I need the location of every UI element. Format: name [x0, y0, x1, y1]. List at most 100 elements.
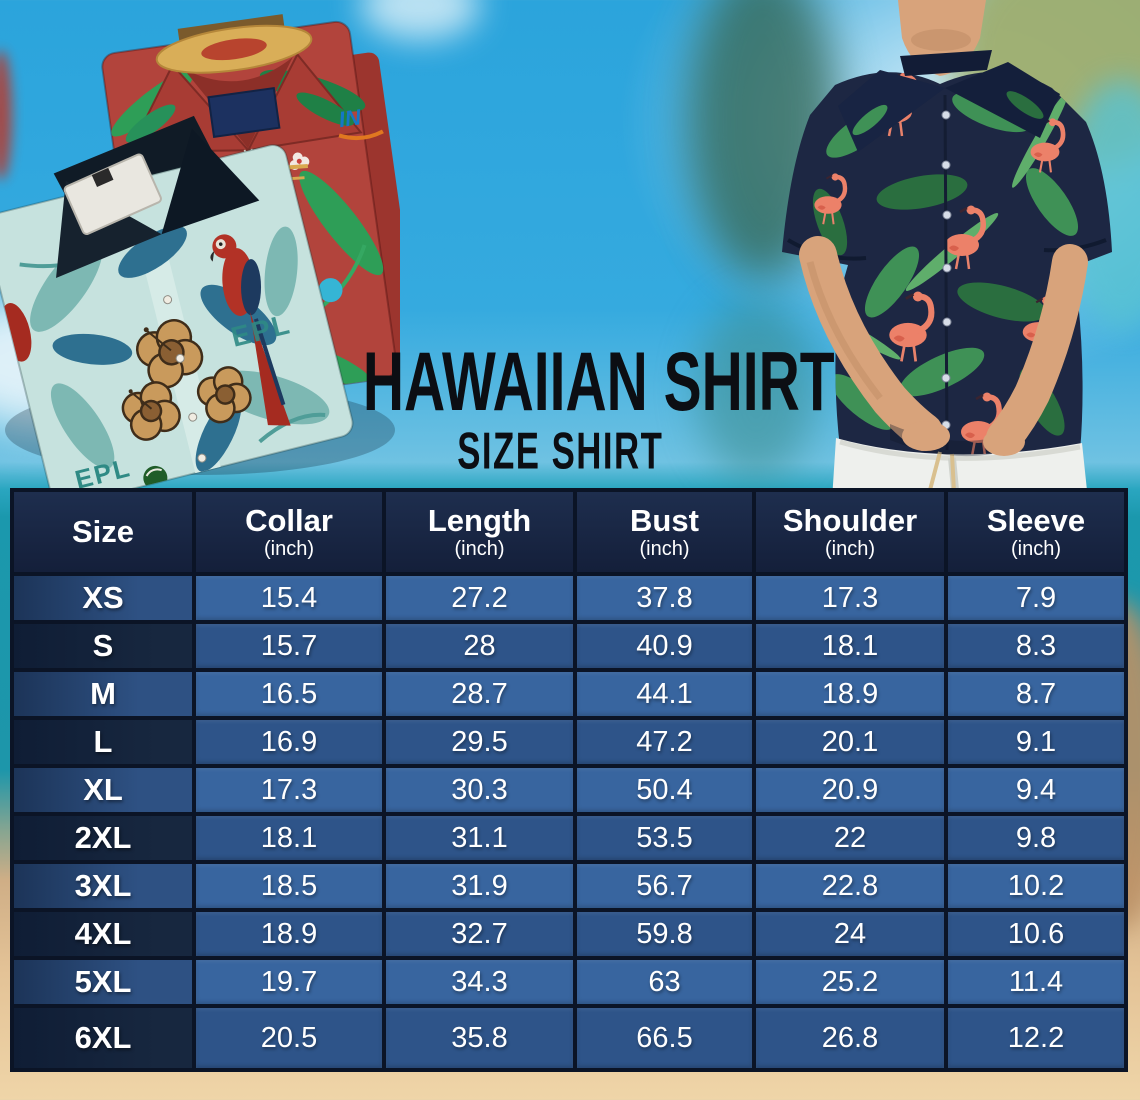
- sleeve-logo-swoosh: [338, 129, 384, 141]
- teal-hawaiian-shirt: EPL EPL: [0, 115, 354, 490]
- measurement-cell: 17.3: [192, 764, 386, 816]
- header-unit-label: (inch): [824, 538, 875, 561]
- header-unit-label: (inch): [263, 538, 314, 561]
- size-label-cell: 5XL: [10, 956, 196, 1008]
- header-unit-label: (inch): [454, 538, 505, 561]
- size-label-cell: 6XL: [10, 1004, 196, 1072]
- table-row: 4XL 18.9 32.7 59.8 24 10.6: [10, 908, 1128, 960]
- table-body: XS 15.4 27.2 37.8 17.3 7.9 S 15.7 28 40.9 18.1 8.3 M…: [10, 572, 1128, 1072]
- table-row: S 15.7 28 40.9 18.1 8.3: [10, 620, 1128, 672]
- table-row: 5XL 19.7 34.3 63 25.2 11.4: [10, 956, 1128, 1008]
- table-row: 2XL 18.1 31.1 53.5 22 9.8: [10, 812, 1128, 864]
- measurement-cell: 31.9: [382, 860, 577, 912]
- size-label-cell: 2XL: [10, 812, 196, 864]
- header-row: Size Collar (inch) Length (inch) Bust (inch) Sh…: [10, 488, 1128, 576]
- measurement-cell: 12.2: [944, 1004, 1128, 1072]
- measurement-cell: 19.7: [192, 956, 386, 1008]
- measurement-cell: 9.1: [944, 716, 1128, 768]
- measurement-cell: 18.1: [192, 812, 386, 864]
- table-row: 6XL 20.5 35.8 66.5 26.8 12.2: [10, 1004, 1128, 1072]
- column-header-bust: Bust (inch): [573, 488, 756, 576]
- shirt-collar-right: [945, 62, 1060, 138]
- size-table: Size Collar (inch) Length (inch) Bust (inch) Sh…: [10, 488, 1128, 1072]
- size-label-cell: M: [10, 668, 196, 720]
- measurement-cell: 9.4: [944, 764, 1128, 816]
- measurement-cell: 15.7: [192, 620, 386, 672]
- measurement-cell: 66.5: [573, 1004, 756, 1072]
- size-label-cell: 3XL: [10, 860, 196, 912]
- header-label: Bust: [630, 502, 699, 538]
- teal-shirt-tropical-print: EPL EPL: [0, 225, 330, 490]
- header-unit-label: (inch): [639, 538, 690, 561]
- measurement-cell: 59.8: [573, 908, 756, 960]
- measurement-cell: 8.3: [944, 620, 1128, 672]
- measurement-cell: 18.9: [752, 668, 948, 720]
- neck-label: [207, 86, 281, 139]
- measurement-cell: 25.2: [752, 956, 948, 1008]
- measurement-cell: 18.9: [192, 908, 386, 960]
- table-row: 3XL 18.5 31.9 56.7 22.8 10.2: [10, 860, 1128, 912]
- man-right-arm: [986, 244, 1088, 456]
- header-label: Shoulder: [782, 502, 918, 538]
- parrot: [210, 234, 291, 426]
- measurement-cell: 29.5: [382, 716, 577, 768]
- column-header-size: Size: [10, 488, 196, 576]
- measurement-cell: 15.4: [192, 572, 386, 624]
- measurement-cell: 35.8: [382, 1004, 577, 1072]
- measurement-cell: 32.7: [382, 908, 577, 960]
- table-row: XL 17.3 30.3 50.4 20.9 9.4: [10, 764, 1128, 816]
- measurement-cell: 24: [752, 908, 948, 960]
- measurement-cell: 31.1: [382, 812, 577, 864]
- measurement-cell: 10.2: [944, 860, 1128, 912]
- red-fabric-edge: [0, 50, 12, 180]
- measurement-cell: 22.8: [752, 860, 948, 912]
- column-header-sleeve: Sleeve (inch): [944, 488, 1128, 576]
- header-unit-label: (inch): [1010, 538, 1061, 561]
- measurement-cell: 20.1: [752, 716, 948, 768]
- measurement-cell: 28.7: [382, 668, 577, 720]
- measurement-cell: 18.5: [192, 860, 386, 912]
- measurement-cell: 37.8: [573, 572, 756, 624]
- column-header-length: Length (inch): [382, 488, 577, 576]
- measurement-cell: 22: [752, 812, 948, 864]
- measurement-cell: 16.9: [192, 716, 386, 768]
- man-left-arm: [799, 236, 943, 451]
- sleeve-logo-text: IN: [337, 104, 363, 132]
- measurement-cell: 40.9: [573, 620, 756, 672]
- measurement-cell: 47.2: [573, 716, 756, 768]
- measurement-cell: 20.9: [752, 764, 948, 816]
- measurement-cell: 17.3: [752, 572, 948, 624]
- measurement-cell: 8.7: [944, 668, 1128, 720]
- man-right-hand: [983, 428, 1025, 456]
- white-neck-label: [63, 153, 162, 236]
- measurement-cell: 11.4: [944, 956, 1128, 1008]
- column-header-shoulder: Shoulder (inch): [752, 488, 948, 576]
- measurement-cell: 20.5: [192, 1004, 386, 1072]
- header-label: Sleeve: [986, 502, 1086, 538]
- measurement-cell: 63: [573, 956, 756, 1008]
- size-label-cell: XS: [10, 572, 196, 624]
- size-label-cell: XL: [10, 764, 196, 816]
- table-row: L 16.9 29.5 47.2 20.1 9.1: [10, 716, 1128, 768]
- measurement-cell: 28: [382, 620, 577, 672]
- measurement-cell: 30.3: [382, 764, 577, 816]
- size-label-cell: L: [10, 716, 196, 768]
- man-left-hand: [902, 421, 950, 451]
- page-title: HAWAIIAN SHIRT: [362, 335, 835, 429]
- man-wearing-flamingo-shirt-photo: [782, 0, 1112, 500]
- header-label: Size: [71, 513, 135, 549]
- measurement-cell: 27.2: [382, 572, 577, 624]
- folded-hawaiian-shirts-photo: M IN: [0, 14, 400, 490]
- size-label-cell: 4XL: [10, 908, 196, 960]
- size-label-cell: S: [10, 620, 196, 672]
- table-row: XS 15.4 27.2 37.8 17.3 7.9: [10, 572, 1128, 624]
- title-block: HAWAIIAN SHIRT SIZE SHIRT: [280, 335, 840, 480]
- measurement-cell: 50.4: [573, 764, 756, 816]
- page-subtitle: SIZE SHIRT: [456, 421, 664, 480]
- measurement-cell: 53.5: [573, 812, 756, 864]
- measurement-cell: 9.8: [944, 812, 1128, 864]
- header-label: Collar: [245, 502, 333, 538]
- column-header-collar: Collar (inch): [192, 488, 386, 576]
- measurement-cell: 34.3: [382, 956, 577, 1008]
